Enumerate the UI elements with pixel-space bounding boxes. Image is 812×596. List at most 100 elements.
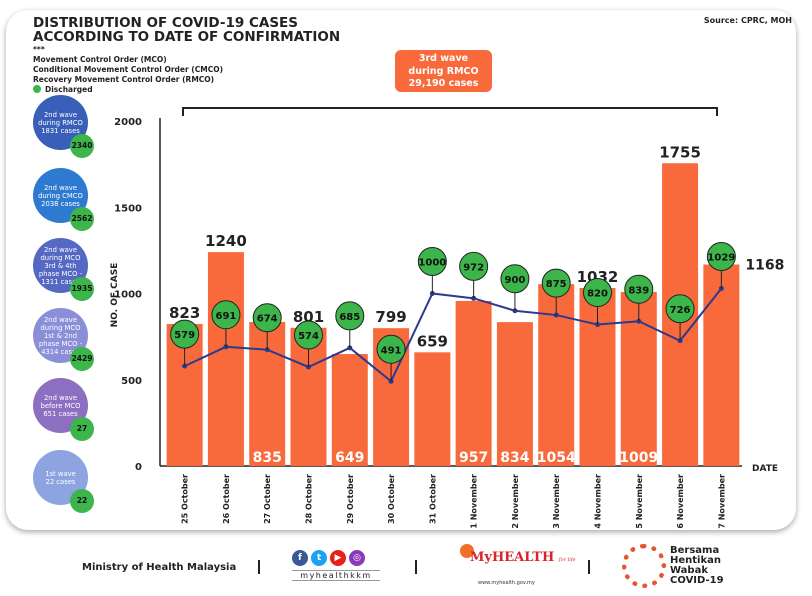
campaign-line: Hentikan — [670, 555, 721, 566]
discharged-value-label: 685 — [339, 312, 360, 323]
wave-bubble: 1st wave 22 cases 22 — [33, 450, 94, 513]
y-tick-label: 0 — [135, 462, 142, 473]
wave-label-line: 651 cases — [43, 409, 78, 418]
y-tick-label: 500 — [121, 376, 142, 387]
discharged-marker — [665, 294, 695, 324]
wave-label-line: during MCO — [40, 323, 81, 332]
legend-stars: *** — [33, 45, 45, 54]
wave-bracket — [182, 107, 718, 116]
wave-label-line: 22 cases — [45, 477, 76, 486]
twitter-icon[interactable]: t — [311, 550, 327, 566]
discharged-marker — [252, 303, 282, 333]
title-line-1: DISTRIBUTION OF COVID-19 CASES — [33, 15, 298, 31]
bar — [703, 264, 740, 466]
discharged-line — [184, 287, 723, 383]
bar-value-label: 1032 — [577, 268, 619, 286]
wave-box-line: during RMCO — [408, 65, 479, 77]
discharged-marker — [211, 300, 241, 330]
divider — [415, 560, 417, 574]
myhealth-url: www.myhealth.gov.my — [478, 580, 535, 586]
page-title: DISTRIBUTION OF COVID-19 CASES ACCORDING… — [33, 16, 353, 44]
x-tick-label: 29 October — [346, 474, 355, 524]
bar-value-label: 1240 — [205, 232, 247, 250]
discharged-value-label: 900 — [504, 275, 525, 286]
wave-label-line: 2nd wave — [43, 110, 78, 119]
discharged-marker — [294, 320, 323, 350]
wave-box-line: 29,190 cases — [408, 78, 479, 89]
x-tick-label: 5 November — [635, 474, 644, 529]
bar-value-label: 957 — [459, 450, 488, 466]
title-line-2: ACCORDING TO DATE OF CONFIRMATION — [33, 29, 341, 45]
myhealth-logo: MyHEALTH for life — [470, 550, 576, 565]
y-axis-title: NO. OF CASE — [110, 263, 120, 328]
bar — [496, 322, 533, 466]
x-tick-label: 30 October — [387, 474, 396, 524]
bar-value-label: 835 — [253, 450, 282, 466]
discharged-value-label: 1029 — [707, 252, 735, 263]
x-tick-label: 7 November — [717, 474, 726, 529]
wave-discharged-badge: 2562 — [70, 207, 94, 231]
discharged-label: Discharged — [45, 85, 93, 94]
wave-label: 2nd wave during CMCO 2038 cases — [38, 184, 83, 208]
discharged-marker — [459, 251, 489, 281]
wave-discharged-badge: 2340 — [70, 134, 94, 158]
discharged-value-label: 579 — [174, 330, 195, 341]
wave-label-line: 1st & 2nd — [43, 331, 78, 340]
bar — [455, 300, 492, 466]
x-axis-title: DATE — [752, 464, 778, 474]
wave-label-line: 2038 cases — [41, 199, 80, 208]
wave-label: 2nd wave during MCO 3rd & 4th phase MCO - 1… — [33, 246, 88, 286]
discharged-marker — [706, 241, 736, 271]
x-tick-label: 28 October — [305, 474, 314, 524]
y-tick-label: 1500 — [114, 203, 142, 214]
x-tick-label: 25 October — [181, 474, 190, 524]
discharged-marker — [417, 247, 447, 276]
wave-bubble: 2nd wave during RMCO 1831 cases 2340 — [33, 95, 94, 158]
youtube-icon[interactable]: ▶ — [330, 550, 346, 566]
bar-value-label: 801 — [293, 308, 324, 326]
wave-discharged-badge: 2429 — [70, 347, 94, 371]
legend-cmco: Conditional Movement Control Order (CMCO… — [33, 65, 224, 74]
wave-label-line: 3rd & 4th — [44, 261, 77, 270]
divider — [258, 560, 260, 574]
y-tick-label: 1000 — [114, 290, 142, 301]
discharged-dot-icon — [33, 85, 41, 93]
wave-label-line: before MCO — [40, 401, 81, 410]
wave-label-line: 2nd wave — [43, 315, 78, 324]
bar-value-label: 799 — [375, 308, 406, 326]
discharged-marker — [500, 264, 530, 294]
bar — [414, 352, 451, 466]
wave-discharged-badge: 22 — [70, 489, 94, 513]
wave-bubble: 2nd wave during MCO 1st & 2nd phase MCO - 4… — [33, 308, 94, 371]
footer: Ministry of Health Malaysia f t ▶ ◎ myhe… — [0, 540, 812, 596]
bar-value-label: 1755 — [659, 143, 701, 161]
bar-value-label: 823 — [169, 304, 200, 322]
bar-value-label: 1054 — [537, 450, 576, 466]
cases-chart: 0 500 1000 1500 2000 NO. OF CASE DATE 823 25 Oct… — [110, 107, 784, 529]
facebook-icon[interactable]: f — [292, 550, 308, 566]
instagram-icon[interactable]: ◎ — [349, 550, 365, 566]
discharged-value-label: 574 — [298, 331, 319, 342]
bar-value-label: 834 — [500, 450, 529, 466]
source-text: Source: CPRC, MOH — [703, 16, 792, 25]
legend-discharged: Discharged — [33, 85, 223, 95]
discharged-marker — [376, 334, 406, 364]
x-tick-label: 31 October — [428, 474, 437, 524]
wave-bubble: 2nd wave during CMCO 2038 cases 2562 — [33, 168, 94, 231]
social-icons: f t ▶ ◎ — [292, 550, 365, 566]
discharged-marker — [624, 274, 654, 304]
campaign-logo-icon — [622, 544, 666, 588]
discharged-marker — [583, 278, 612, 308]
wave-label-line: phase MCO - 1311 cases — [38, 269, 83, 286]
x-tick-label: 3 November — [552, 474, 561, 529]
campaign-line: Wabak — [670, 565, 708, 576]
y-tick-label: 2000 — [114, 117, 142, 128]
campaign-text: Bersama Hentikan Wabak COVID-19 — [670, 546, 724, 586]
campaign-line: Bersama — [670, 545, 720, 556]
wave-label: 2nd wave before MCO 651 cases — [41, 394, 81, 418]
legend-rmco: Recovery Movement Control Order (RMCO) — [33, 75, 215, 84]
bar-value-label: 1009 — [619, 450, 658, 466]
x-tick-label: 27 October — [263, 474, 272, 524]
x-tick-label: 26 October — [222, 474, 231, 524]
discharged-marker — [170, 319, 200, 349]
